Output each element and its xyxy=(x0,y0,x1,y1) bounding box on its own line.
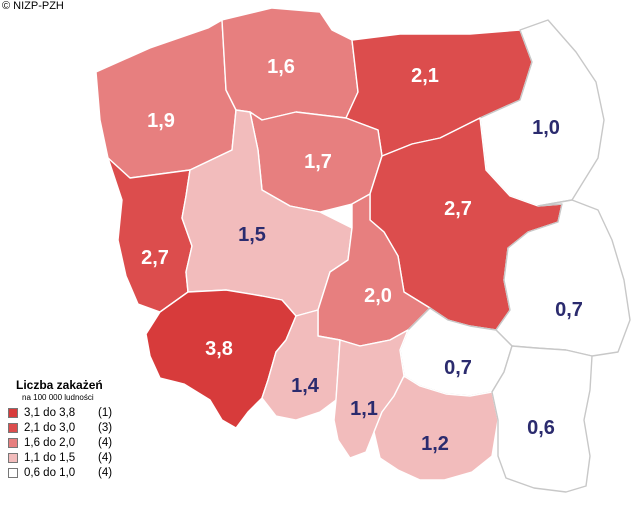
legend-swatch xyxy=(8,407,18,418)
legend-swatch xyxy=(8,467,18,478)
region-rate-label: 2,7 xyxy=(444,198,472,220)
legend-count: (4) xyxy=(98,466,113,479)
region-rate-label: 1,0 xyxy=(532,117,560,139)
region-rate-label: 0,6 xyxy=(527,417,555,439)
region-rate-label: 1,1 xyxy=(350,398,378,420)
legend-count: (4) xyxy=(98,451,113,464)
legend-row: 2,1 do 3,0 (3) xyxy=(8,420,112,435)
legend-swatch xyxy=(8,452,18,463)
legend-range: 2,1 do 3,0 xyxy=(24,421,76,434)
source-credit: © NIZP-PZH xyxy=(2,0,64,12)
legend-range: 1,1 do 1,5 xyxy=(24,451,76,464)
region-rate-label: 2,1 xyxy=(411,65,439,87)
legend-range: 3,1 do 3,8 xyxy=(24,406,76,419)
labels-layer: 1,9 1,6 2,1 1,0 1,7 2,7 1,5 2,7 2,0 0,7 3,8 1,4 0,7 1… xyxy=(141,56,583,455)
legend-row: 3,1 do 3,8 (1) xyxy=(8,405,112,420)
legend-row: 1,6 do 2,0 (4) xyxy=(8,435,112,450)
region-zachodniopomorskie xyxy=(95,19,237,179)
legend: Liczba zakażeń na 100 000 ludności 3,1 d… xyxy=(8,378,112,480)
region-lubuskie xyxy=(107,157,193,313)
legend-row: 0,6 do 1,0 (4) xyxy=(8,465,112,480)
region-rate-label: 1,5 xyxy=(238,224,266,246)
legend-range: 1,6 do 2,0 xyxy=(24,436,76,449)
region-rate-label: 0,7 xyxy=(555,299,583,321)
region-rate-label: 1,2 xyxy=(421,433,449,455)
region-rate-label: 1,4 xyxy=(291,375,320,397)
region-opolskie xyxy=(261,309,341,421)
legend-range: 0,6 do 1,0 xyxy=(24,466,76,479)
regions-layer xyxy=(95,7,631,493)
legend-title: Liczba zakażeń xyxy=(16,378,103,392)
region-rate-label: 1,7 xyxy=(304,151,332,173)
legend-count: (1) xyxy=(98,406,113,419)
legend-swatch xyxy=(8,422,18,433)
legend-count: (4) xyxy=(98,436,113,449)
legend-subtitle: na 100 000 ludności xyxy=(22,393,94,402)
region-rate-label: 2,0 xyxy=(364,285,392,307)
legend-row: 1,1 do 1,5 (4) xyxy=(8,450,112,465)
legend-count: (3) xyxy=(98,421,113,434)
region-podkarpackie xyxy=(491,345,593,493)
region-rate-label: 1,6 xyxy=(267,56,295,78)
region-rate-label: 1,9 xyxy=(147,110,175,132)
region-rate-label: 3,8 xyxy=(205,338,233,360)
legend-swatch xyxy=(8,437,18,448)
region-rate-label: 0,7 xyxy=(444,357,472,379)
region-rate-label: 2,7 xyxy=(141,247,169,269)
